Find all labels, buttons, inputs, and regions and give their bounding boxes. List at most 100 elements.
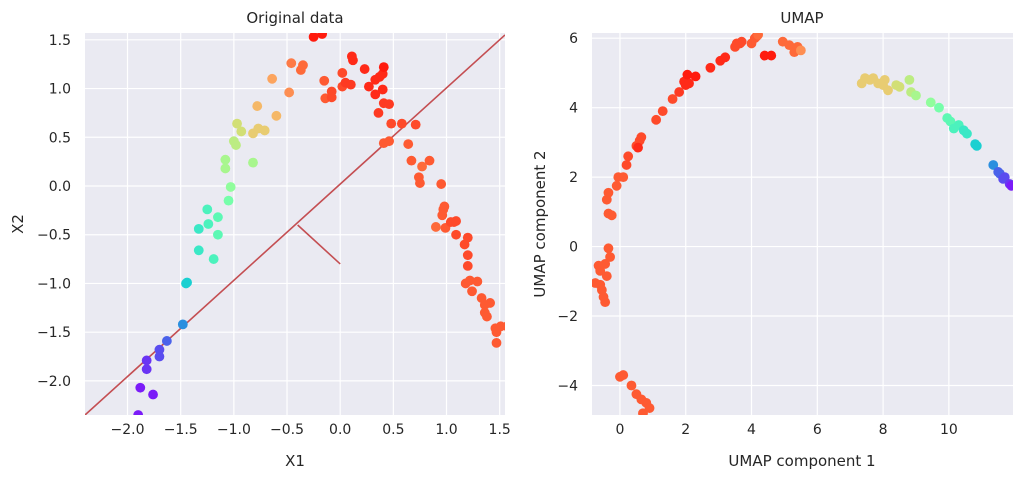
data-point: [784, 40, 795, 51]
data-point: [317, 33, 328, 39]
data-point: [326, 92, 337, 103]
y-tick-label: −1.0: [37, 276, 71, 292]
data-point: [319, 75, 330, 86]
data-point: [437, 210, 448, 221]
data-point: [766, 50, 777, 61]
data-point: [406, 155, 417, 166]
data-point: [223, 195, 234, 206]
data-point: [988, 160, 999, 170]
data-point: [377, 84, 388, 95]
data-point: [424, 155, 435, 166]
data-point: [603, 243, 614, 254]
x-axis-label: UMAP component 1: [728, 452, 875, 470]
x-tick-label: 1.5: [489, 422, 511, 438]
data-point: [337, 68, 348, 78]
data-point: [135, 382, 146, 393]
data-point: [491, 337, 502, 348]
x-tick-label: −1.5: [164, 422, 198, 438]
scatter-points: [592, 33, 1013, 415]
data-point: [485, 298, 496, 308]
data-point: [373, 108, 384, 118]
y-tick-label: −2.0: [37, 374, 71, 390]
data-point: [384, 136, 395, 147]
data-point: [193, 223, 204, 234]
x-tick-label: 8: [879, 422, 888, 438]
plot-area-background: [592, 33, 1013, 415]
y-axis-label: UMAP component 2: [531, 150, 549, 297]
data-point: [682, 69, 693, 80]
data-point: [883, 85, 893, 96]
data-point: [193, 245, 204, 256]
data-point: [638, 408, 648, 415]
grid-lines: [85, 33, 505, 415]
y-tick-labels: −4 −2 0 2 4 6: [557, 31, 578, 394]
data-point: [465, 275, 475, 286]
y-tick-label: −0.5: [37, 228, 71, 244]
data-point: [213, 212, 223, 223]
data-point: [161, 336, 172, 346]
data-point: [904, 74, 915, 85]
data-point: [141, 364, 152, 375]
y-axis-label: X2: [9, 214, 27, 234]
data-point: [248, 157, 258, 168]
data-point: [911, 90, 921, 101]
x-tick-label: 0: [615, 422, 624, 438]
chart-title: UMAP: [780, 9, 823, 27]
x-tick-label: 10: [940, 422, 958, 438]
data-point: [403, 139, 414, 149]
data-point: [348, 55, 358, 66]
data-point: [359, 64, 370, 74]
y-tick-label: 2: [569, 170, 578, 186]
data-point: [603, 187, 614, 198]
data-point: [308, 33, 319, 42]
data-point: [690, 71, 701, 82]
data-point: [148, 389, 158, 400]
data-point: [220, 154, 231, 165]
data-point: [181, 278, 191, 289]
data-point: [436, 179, 447, 189]
data-point: [482, 311, 492, 322]
data-point: [894, 81, 905, 92]
data-point: [495, 321, 505, 332]
y-tick-label: 0: [569, 240, 578, 256]
umap-panel: 0 2 4 6 8 10 −4 −2 0 2 4 6 UMAP UMAP component 1 U…: [531, 9, 1013, 470]
y-tick-label: 4: [569, 101, 578, 117]
y-tick-label: 1.5: [49, 33, 71, 49]
data-point: [386, 118, 397, 129]
data-point: [154, 344, 165, 355]
data-point: [295, 65, 306, 75]
data-point: [202, 204, 213, 215]
data-point: [154, 351, 165, 362]
data-point: [430, 222, 441, 232]
data-point: [378, 62, 389, 73]
data-point: [720, 52, 731, 63]
data-point: [753, 33, 763, 40]
data-point: [633, 142, 643, 153]
x-axis-label: X1: [285, 452, 305, 470]
data-point: [1006, 180, 1013, 191]
data-point: [705, 62, 716, 73]
data-point: [417, 161, 427, 172]
data-point: [439, 201, 450, 212]
data-point: [284, 87, 295, 98]
x-tick-label: −2.0: [111, 422, 145, 438]
data-point: [600, 297, 611, 308]
data-point: [879, 74, 890, 85]
data-point: [451, 216, 461, 226]
x-tick-labels: −2.0 −1.5 −1.0 −0.5 0.0 0.5 1.0 1.5: [111, 422, 511, 438]
data-point: [962, 128, 972, 139]
data-point: [934, 102, 944, 113]
data-point: [462, 250, 473, 261]
y-tick-label: −2: [557, 309, 578, 325]
data-point: [618, 172, 629, 183]
data-point: [623, 151, 634, 162]
data-point: [410, 119, 421, 130]
projection-line: [297, 224, 341, 265]
data-point: [345, 79, 356, 90]
data-point: [606, 210, 617, 221]
data-point: [462, 261, 473, 271]
data-point: [396, 118, 407, 129]
data-point: [177, 319, 188, 330]
data-point: [925, 97, 936, 108]
